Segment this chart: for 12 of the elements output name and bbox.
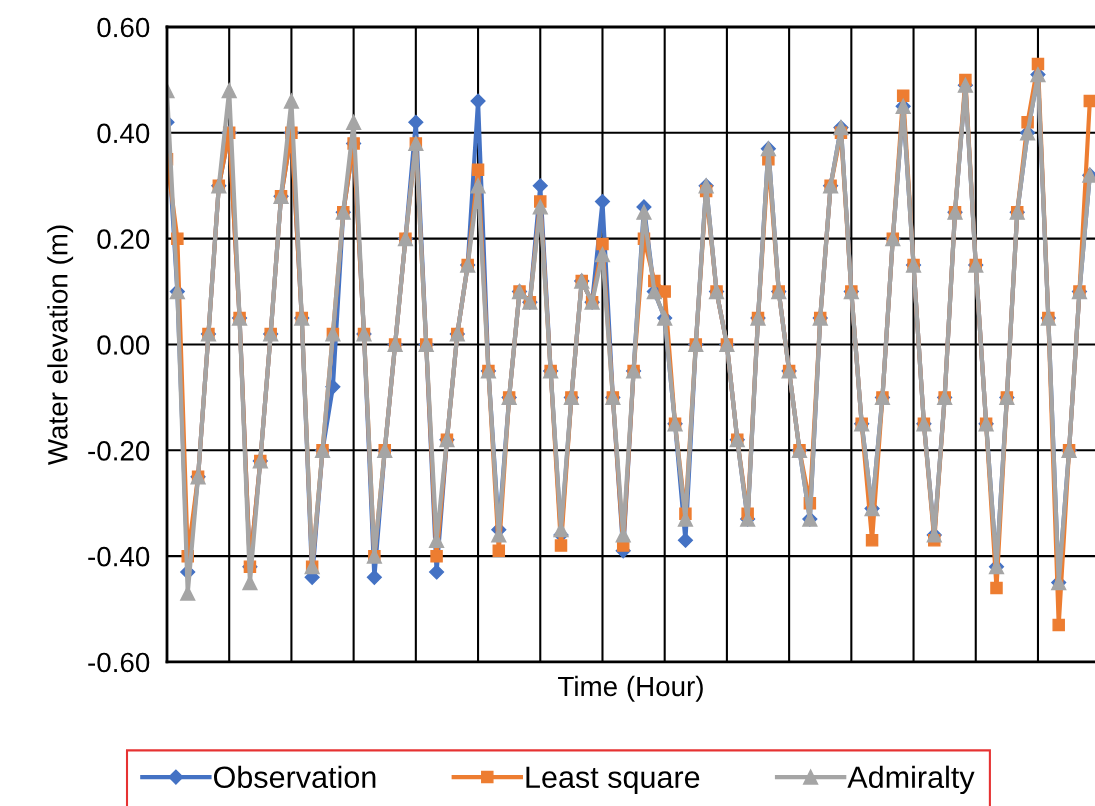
legend-label: Least square	[526, 766, 700, 795]
y-axis-title: Water elevation (m)	[47, 225, 74, 466]
legend-label: Admiralty	[847, 765, 975, 795]
y-tick-label: 0.60	[97, 17, 150, 38]
x-axis-title: Time (Hour)	[558, 675, 703, 702]
legend-label: Observation	[214, 765, 376, 789]
y-tick-label: 0.00	[97, 335, 150, 355]
y-tick-label: 0.20	[97, 229, 150, 249]
y-tick-label: -0.20	[88, 440, 150, 461]
y-tick-label: -0.40	[88, 546, 150, 567]
y-tick-label: 0.40	[97, 123, 150, 144]
y-tick-label: -0.60	[88, 652, 150, 673]
